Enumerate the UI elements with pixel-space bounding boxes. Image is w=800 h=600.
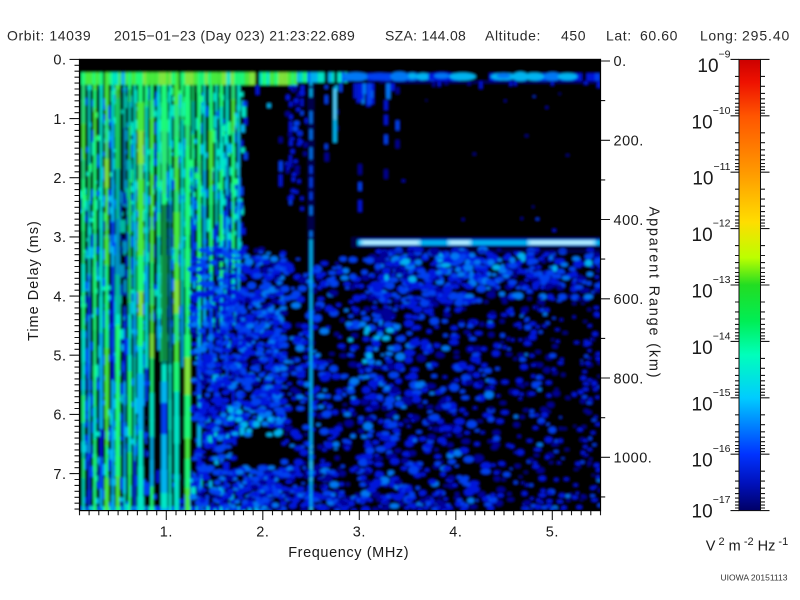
svg-text:Lat:: Lat: [606,28,632,44]
svg-text:0.: 0. [614,54,627,70]
svg-text:Frequency (MHz): Frequency (MHz) [288,545,409,561]
svg-text:SZA: 144.08: SZA: 144.08 [385,28,466,44]
svg-text:2.: 2. [53,171,66,187]
svg-text:10−11: 10−11 [692,161,730,190]
svg-text:3.: 3. [353,525,366,541]
svg-text:10−13: 10−13 [692,274,731,303]
svg-text:UIOWA 20151113: UIOWA 20151113 [721,573,788,583]
svg-text:4.: 4. [449,525,462,541]
svg-text:10−12: 10−12 [692,218,731,247]
svg-text:2.: 2. [256,525,269,541]
svg-text:200.: 200. [614,134,644,150]
svg-text:Orbit: 14039: Orbit: 14039 [7,28,91,44]
svg-text:5.: 5. [53,349,66,365]
svg-text:10−10: 10−10 [692,105,731,134]
svg-text:10−14: 10−14 [692,330,731,359]
svg-text:10−17: 10−17 [692,494,731,523]
svg-text:10−15: 10−15 [692,387,731,416]
svg-text:450: 450 [561,28,586,44]
svg-text:600.: 600. [614,292,644,308]
svg-text:Long:: Long: [700,28,738,44]
svg-text:2015−01−23 (Day 023) 21:23:22.: 2015−01−23 (Day 023) 21:23:22.689 [114,28,355,44]
svg-text:3.: 3. [53,230,66,246]
svg-text:6.: 6. [53,408,66,424]
svg-text:5.: 5. [546,525,559,541]
svg-text:4.: 4. [53,289,66,305]
svg-text:1000.: 1000. [614,451,653,467]
svg-text:400.: 400. [614,213,644,229]
svg-text:0.: 0. [53,53,66,69]
svg-text:7.: 7. [53,467,66,483]
svg-text:1.: 1. [53,112,66,128]
svg-text:Apparent Range (km): Apparent Range (km) [646,207,662,380]
svg-text:Altitude:: Altitude: [485,28,541,44]
svg-text:60.60: 60.60 [640,28,678,44]
svg-text:1.: 1. [160,525,173,541]
svg-text:295.40: 295.40 [742,28,790,44]
svg-text:10−9: 10−9 [697,48,730,77]
svg-text:10−16: 10−16 [692,443,731,472]
svg-text:800.: 800. [614,371,644,387]
svg-text:Time Delay (ms): Time Delay (ms) [26,220,42,341]
svg-text:V 2 m -2 Hz -1: V 2 m -2 Hz -1 [706,536,788,555]
